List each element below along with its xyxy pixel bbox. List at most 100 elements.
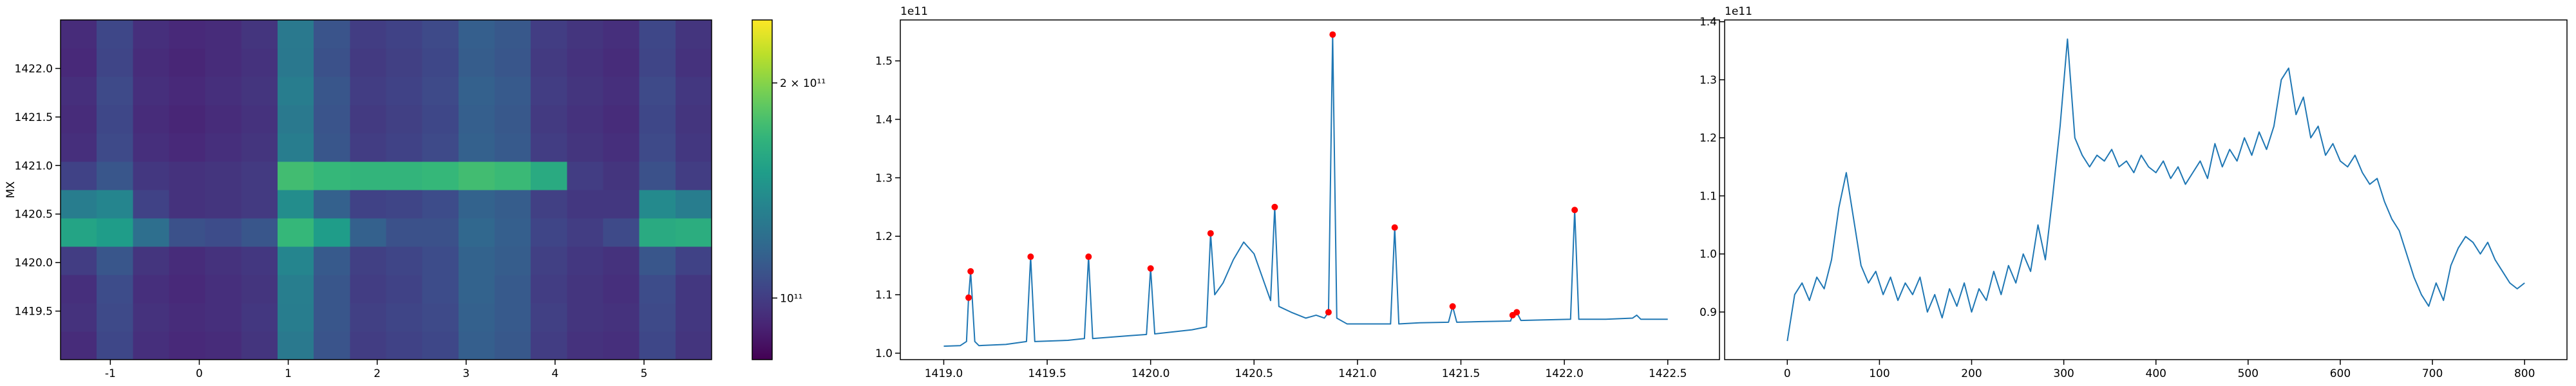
peak-marker <box>1027 253 1034 261</box>
heatmap-cell <box>169 133 206 162</box>
heatmap-cell <box>133 246 170 275</box>
heatmap-cell <box>169 20 206 49</box>
x-tick-label: 500 <box>2238 367 2259 380</box>
heatmap-cell <box>350 275 387 304</box>
heatmap-cell <box>241 246 278 275</box>
peak-marker <box>1571 207 1578 214</box>
heatmap-cell <box>278 48 314 77</box>
y-axis-label: MX <box>5 181 17 198</box>
heatmap-cell <box>278 303 314 332</box>
peak-marker <box>1207 230 1214 237</box>
heatmap-cell <box>133 48 170 77</box>
heatmap-cell <box>531 20 567 49</box>
heatmap-cell <box>133 133 170 162</box>
heatmap-cell <box>603 20 640 49</box>
offset-label: 1e11 <box>1725 5 1752 18</box>
heatmap-cell <box>603 303 640 332</box>
heatmap-cell <box>422 77 459 106</box>
heatmap-cell <box>458 133 495 162</box>
heatmap-cell <box>458 20 495 49</box>
heatmap-cell <box>205 303 242 332</box>
y-tick-label: 1421.5 <box>15 111 53 124</box>
heatmap-cell <box>314 190 350 219</box>
peak-marker <box>1147 265 1154 272</box>
heatmap-cell <box>314 133 350 162</box>
heatmap-cell <box>61 303 97 332</box>
heatmap-cell <box>278 161 314 190</box>
heatmap-cell <box>169 303 206 332</box>
heatmap-cell <box>495 331 531 360</box>
x-tick-label: 300 <box>2053 367 2074 380</box>
heatmap-cell <box>133 77 170 106</box>
heatmap-cell <box>458 48 495 77</box>
heatmap-cell <box>603 161 640 190</box>
heatmap-cell <box>350 218 387 247</box>
x-tick-label: 2 <box>374 367 381 380</box>
heatmap-cell <box>205 246 242 275</box>
heatmap-cell <box>386 190 423 219</box>
heatmap-cell <box>603 105 640 134</box>
x-tick-label: 1421.5 <box>1442 367 1480 380</box>
heatmap-cell <box>675 218 712 247</box>
heatmap-cell <box>639 48 676 77</box>
offset-label: 1e11 <box>900 5 928 18</box>
heatmap-cell <box>639 218 676 247</box>
heatmap-cell <box>639 331 676 360</box>
heatmap-cell <box>61 275 97 304</box>
heatmap-cell <box>386 218 423 247</box>
heatmap-cell <box>314 218 350 247</box>
heatmap-cell <box>169 48 206 77</box>
heatmap-cell <box>386 275 423 304</box>
colorbar <box>752 19 773 360</box>
heatmap-cell <box>205 105 242 134</box>
heatmap-cell <box>422 331 459 360</box>
heatmap-cell <box>241 77 278 106</box>
colorbar-tick-label: 2 × 10¹¹ <box>780 77 826 90</box>
heatmap-cell <box>675 20 712 49</box>
x-tick-label: 400 <box>2146 367 2166 380</box>
heatmap-cell <box>97 133 133 162</box>
heatmap-cell <box>639 133 676 162</box>
heatmap-cell <box>422 20 459 49</box>
heatmap-cell <box>205 331 242 360</box>
y-tick-label: 1422.0 <box>15 62 53 75</box>
heatmap-cell <box>241 48 278 77</box>
heatmap-cell <box>495 105 531 134</box>
heatmap-cell <box>567 105 604 134</box>
heatmap-cell <box>97 303 133 332</box>
heatmap-cell <box>531 246 567 275</box>
x-tick-label: 0 <box>1784 367 1791 380</box>
peak-marker <box>1271 203 1278 210</box>
heatmap-cell <box>61 48 97 77</box>
heatmap-cell <box>495 133 531 162</box>
heatmap-cell <box>675 275 712 304</box>
x-tick-label: 1421.0 <box>1338 367 1376 380</box>
x-tick-label: 100 <box>1869 367 1889 380</box>
heatmap-cell <box>278 246 314 275</box>
y-tick-label: 1.0 <box>1700 248 1717 261</box>
heatmap-cell <box>675 190 712 219</box>
y-tick-label: 1.4 <box>875 113 893 126</box>
peak-marker <box>1325 309 1332 316</box>
peak-marker <box>1449 303 1456 310</box>
heatmap-cell <box>314 331 350 360</box>
heatmap-cell <box>169 190 206 219</box>
heatmap-cell <box>169 105 206 134</box>
heatmap-cell <box>603 48 640 77</box>
heatmap-cell <box>639 161 676 190</box>
heatmap-cell <box>97 161 133 190</box>
heatmap-cell <box>205 133 242 162</box>
heatmap-cell <box>458 303 495 332</box>
heatmap-cell <box>241 133 278 162</box>
heatmap-cell <box>603 246 640 275</box>
x-tick-label: 1420.5 <box>1235 367 1273 380</box>
heatmap-cell <box>386 77 423 106</box>
heatmap-cell <box>495 48 531 77</box>
heatmap-cell <box>531 190 567 219</box>
heatmap-cell <box>531 161 567 190</box>
peak-marker <box>1391 224 1398 231</box>
heatmap-cell <box>386 20 423 49</box>
y-tick-label: 1420.0 <box>15 257 53 270</box>
heatmap-cell <box>675 303 712 332</box>
heatmap-cell <box>458 161 495 190</box>
